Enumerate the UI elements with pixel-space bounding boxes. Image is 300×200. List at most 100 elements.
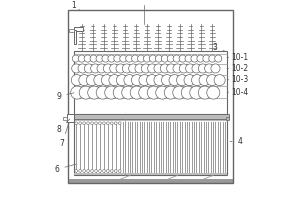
Bar xyxy=(74,112,227,114)
Circle shape xyxy=(120,55,127,62)
Bar xyxy=(74,173,227,175)
Circle shape xyxy=(87,170,89,172)
Circle shape xyxy=(179,64,188,73)
Circle shape xyxy=(176,75,188,86)
Circle shape xyxy=(110,170,113,172)
Circle shape xyxy=(113,86,126,99)
Circle shape xyxy=(110,122,113,125)
Circle shape xyxy=(185,55,192,62)
Circle shape xyxy=(91,170,93,172)
Circle shape xyxy=(167,64,176,73)
Circle shape xyxy=(97,64,106,73)
Circle shape xyxy=(83,122,86,125)
Circle shape xyxy=(191,55,198,62)
Circle shape xyxy=(143,55,151,62)
Circle shape xyxy=(105,86,118,99)
Circle shape xyxy=(78,55,85,62)
Circle shape xyxy=(190,86,203,99)
Text: 1: 1 xyxy=(71,1,80,10)
Circle shape xyxy=(118,170,121,172)
Circle shape xyxy=(215,55,222,62)
Circle shape xyxy=(161,75,172,86)
Circle shape xyxy=(118,122,121,125)
Circle shape xyxy=(78,64,87,73)
Circle shape xyxy=(198,64,207,73)
Circle shape xyxy=(94,122,98,125)
Circle shape xyxy=(114,55,121,62)
Circle shape xyxy=(79,86,92,99)
Circle shape xyxy=(96,86,109,99)
Circle shape xyxy=(181,86,194,99)
Circle shape xyxy=(71,75,82,86)
Circle shape xyxy=(214,75,225,86)
Circle shape xyxy=(116,64,125,73)
Circle shape xyxy=(148,64,157,73)
Circle shape xyxy=(173,64,182,73)
Circle shape xyxy=(205,64,214,73)
Circle shape xyxy=(109,75,120,86)
Circle shape xyxy=(173,55,180,62)
Circle shape xyxy=(147,86,160,99)
Circle shape xyxy=(103,170,105,172)
Circle shape xyxy=(75,122,78,125)
Circle shape xyxy=(75,170,78,172)
Circle shape xyxy=(141,64,150,73)
Circle shape xyxy=(71,86,84,99)
Circle shape xyxy=(110,64,119,73)
Circle shape xyxy=(114,170,117,172)
Bar xyxy=(74,119,227,121)
Circle shape xyxy=(137,55,145,62)
Bar xyxy=(226,117,229,120)
Circle shape xyxy=(139,75,150,86)
Circle shape xyxy=(197,55,204,62)
Bar xyxy=(74,30,76,44)
Text: 10-1: 10-1 xyxy=(227,53,249,62)
Circle shape xyxy=(94,75,105,86)
Circle shape xyxy=(135,64,144,73)
Circle shape xyxy=(86,75,98,86)
Circle shape xyxy=(179,55,186,62)
Circle shape xyxy=(72,64,81,73)
Circle shape xyxy=(199,75,210,86)
Circle shape xyxy=(129,64,138,73)
Circle shape xyxy=(167,55,174,62)
Bar xyxy=(72,114,229,119)
Text: 7: 7 xyxy=(59,123,69,148)
Circle shape xyxy=(108,55,115,62)
Circle shape xyxy=(173,86,186,99)
Circle shape xyxy=(154,75,165,86)
Circle shape xyxy=(132,55,139,62)
Bar xyxy=(63,117,67,120)
Circle shape xyxy=(94,170,98,172)
Circle shape xyxy=(90,55,97,62)
Circle shape xyxy=(88,86,101,99)
Circle shape xyxy=(207,86,220,99)
Circle shape xyxy=(87,122,89,125)
Circle shape xyxy=(79,122,82,125)
Circle shape xyxy=(184,75,195,86)
Circle shape xyxy=(99,170,101,172)
Bar xyxy=(74,27,83,31)
Circle shape xyxy=(169,75,180,86)
Circle shape xyxy=(131,75,142,86)
Circle shape xyxy=(84,55,91,62)
Circle shape xyxy=(156,86,169,99)
Text: 3: 3 xyxy=(213,43,224,52)
Circle shape xyxy=(99,122,101,125)
Circle shape xyxy=(84,64,93,73)
Text: 9: 9 xyxy=(57,92,74,101)
Circle shape xyxy=(160,64,170,73)
Text: 8: 8 xyxy=(57,119,70,134)
Circle shape xyxy=(91,64,100,73)
Circle shape xyxy=(198,86,211,99)
Bar xyxy=(74,119,227,175)
Circle shape xyxy=(122,86,135,99)
Circle shape xyxy=(186,64,195,73)
Text: 6: 6 xyxy=(55,164,76,174)
Circle shape xyxy=(211,64,220,73)
Circle shape xyxy=(209,55,216,62)
Text: 10-2: 10-2 xyxy=(227,64,249,73)
Bar xyxy=(74,51,227,53)
Circle shape xyxy=(79,170,82,172)
Circle shape xyxy=(106,170,109,172)
